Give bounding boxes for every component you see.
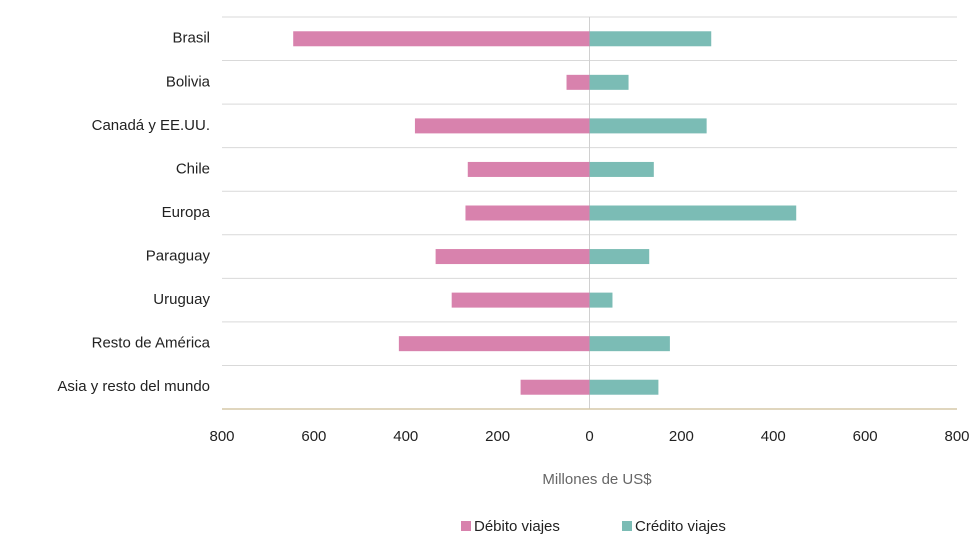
bar [520,379,590,395]
legend-label: Crédito viajes [635,518,726,535]
legend-label: Débito viajes [474,518,560,535]
bar [467,161,590,177]
bar [589,336,670,352]
bar [589,118,707,134]
x-tick-label: 800 [209,428,234,445]
legend-swatch [622,521,632,531]
bar [465,205,590,221]
x-tick-label: 600 [853,428,878,445]
x-tick-label: 400 [393,428,418,445]
bar [589,31,712,47]
x-tick-label: 400 [761,428,786,445]
y-tick-label: Europa [162,204,211,221]
bar [589,379,659,395]
y-tick-label: Paraguay [146,248,211,265]
bar [414,118,590,134]
y-tick-label: Brasil [172,30,210,47]
bar [293,31,590,47]
bar [589,161,654,177]
legend-swatch [461,521,471,531]
y-tick-label: Canadá y EE.UU. [92,117,210,134]
bar [589,205,797,221]
x-tick-label: 200 [485,428,510,445]
bar [435,249,590,265]
bar [589,74,629,90]
bar [589,249,650,265]
bar [589,292,613,308]
y-tick-label: Chile [176,160,210,177]
y-tick-label: Asia y resto del mundo [57,378,210,395]
x-tick-label: 0 [585,428,593,445]
bar [566,74,590,90]
y-tick-label: Uruguay [153,291,210,308]
x-tick-label: 200 [669,428,694,445]
axis-title: Millones de US$ [542,471,652,488]
y-tick-label: Bolivia [166,73,211,90]
x-tick-label: 600 [301,428,326,445]
y-tick-label: Resto de América [92,335,211,352]
x-tick-label: 800 [944,428,969,445]
bar [451,292,590,308]
bar [398,336,590,352]
